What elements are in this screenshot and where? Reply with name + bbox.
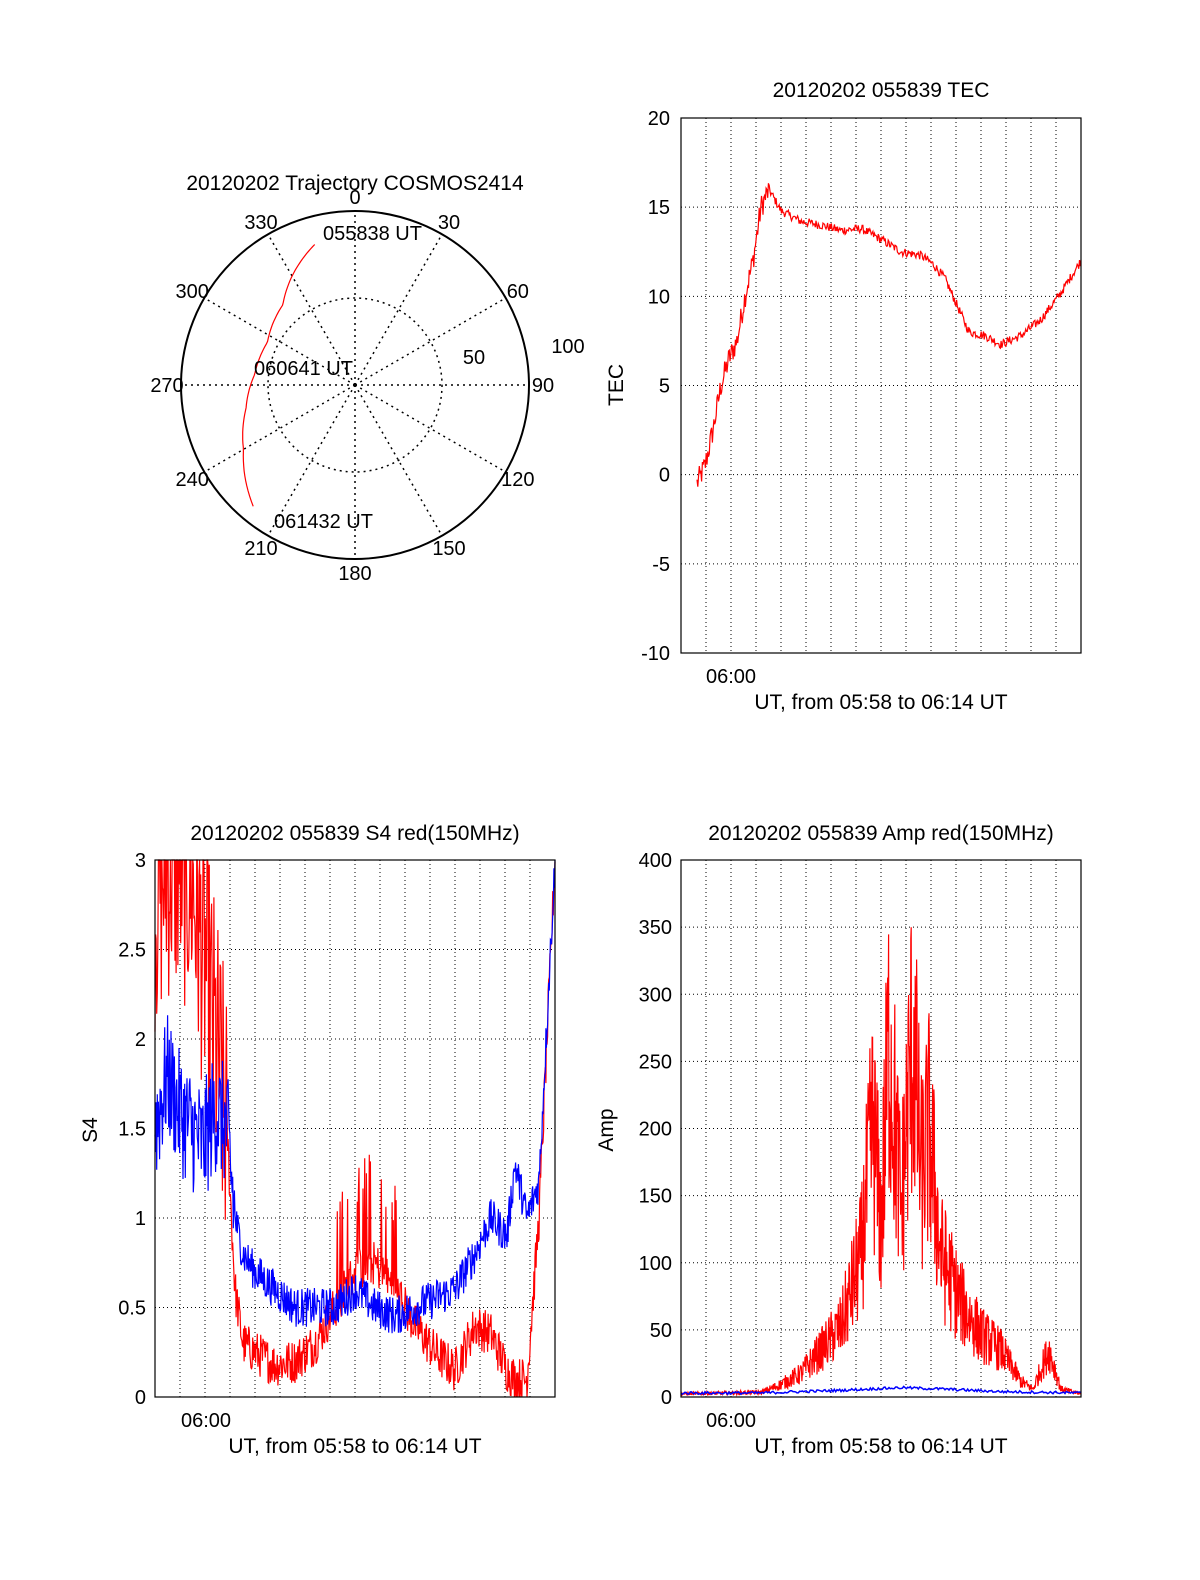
y-tick-label: 10 — [648, 286, 670, 308]
y-tick-label: 1 — [135, 1208, 146, 1230]
y-tick-label: 5 — [659, 376, 670, 398]
s4-x-axis-label: UT, from 05:58 to 06:14 UT — [228, 1435, 481, 1458]
amp-plot-frame — [680, 859, 1082, 1398]
y-tick-label: 3 — [135, 850, 146, 872]
amp-x-tick-label: 06:00 — [706, 1410, 756, 1432]
s4-x-tick-label: 06:00 — [181, 1410, 231, 1432]
tec-y-tick-labels: -10 -5 0 5 10 15 20 — [641, 108, 670, 665]
amp-red-series-line — [680, 927, 1082, 1397]
polar-azimuth-label: 60 — [507, 281, 529, 303]
polar-spoke — [267, 233, 356, 386]
tec-x-tick-label: 06:00 — [706, 666, 756, 688]
y-tick-label: 100 — [639, 1253, 672, 1275]
tec-y-axis-label: TEC — [605, 364, 628, 406]
polar-grid — [180, 210, 530, 560]
polar-spoke — [203, 297, 356, 386]
polar-time-mid: 060641 UT — [254, 358, 353, 380]
polar-azimuth-label: 240 — [175, 469, 208, 491]
polar-azimuth-label: 120 — [501, 469, 534, 491]
y-tick-label: 0.5 — [118, 1298, 146, 1320]
y-tick-label: 20 — [648, 108, 670, 130]
y-tick-label: 200 — [639, 1119, 672, 1141]
amp-x-axis-label: UT, from 05:58 to 06:14 UT — [754, 1435, 1007, 1458]
polar-inner-ring — [267, 297, 443, 473]
y-tick-label: 350 — [639, 917, 672, 939]
polar-trajectory-line — [242, 244, 316, 507]
s4-plot-frame — [154, 859, 556, 1398]
tec-plot-frame — [680, 117, 1082, 654]
y-tick-label: 2 — [135, 1029, 146, 1051]
y-tick-label: 0 — [659, 465, 670, 487]
y-tick-label: 150 — [639, 1186, 672, 1208]
s4-chart: 20120202 055839 S4 red(150MHz) 0 0.5 1 1.5 2… — [79, 822, 556, 1458]
tec-title: 20120202 055839 TEC — [773, 79, 990, 102]
polar-azimuth-label: 210 — [244, 538, 277, 560]
polar-spoke — [354, 384, 443, 537]
polar-azimuth-label: 90 — [532, 375, 554, 397]
polar-azimuth-label: 300 — [175, 281, 208, 303]
y-tick-label: 0 — [135, 1387, 146, 1409]
amp-y-tick-labels: 0 50 100 150 200 250 300 350 400 — [639, 850, 672, 1409]
y-tick-label: 400 — [639, 850, 672, 872]
tec-series-line — [696, 183, 1082, 487]
amp-gridlines — [681, 860, 1081, 1397]
polar-trajectory-chart: 20120202 Trajectory COSMOS2414 0 30 60 90 12… — [150, 172, 584, 585]
polar-azimuth-label: 150 — [432, 538, 465, 560]
s4-y-tick-labels: 0 0.5 1 1.5 2 2.5 3 — [118, 850, 146, 1409]
y-tick-label: 15 — [648, 197, 670, 219]
amp-y-axis-label: Amp — [595, 1108, 618, 1151]
polar-azimuth-label: 330 — [244, 212, 277, 234]
polar-azimuth-label: 0 — [349, 187, 360, 209]
y-tick-label: 0 — [661, 1387, 672, 1409]
polar-radial-label-100: 100 — [551, 336, 584, 358]
polar-azimuth-label: 30 — [438, 212, 460, 234]
polar-outer-ring — [180, 210, 530, 560]
y-tick-label: 1.5 — [118, 1119, 146, 1141]
polar-azimuth-labels: 0 30 60 90 120 150 180 210 240 270 300 330 — [150, 187, 554, 585]
polar-azimuth-label: 270 — [150, 375, 183, 397]
polar-spoke — [354, 233, 443, 386]
s4-y-axis-label: S4 — [79, 1117, 102, 1143]
s4-blue-series-line — [154, 859, 556, 1334]
amp-blue-series-line — [680, 1385, 1082, 1396]
amp-title: 20120202 055839 Amp red(150MHz) — [708, 822, 1054, 845]
y-tick-label: 50 — [650, 1320, 672, 1342]
y-tick-label: -10 — [641, 643, 670, 665]
y-tick-label: -5 — [652, 554, 670, 576]
tec-x-axis-label: UT, from 05:58 to 06:14 UT — [754, 691, 1007, 714]
tec-gridlines — [681, 118, 1081, 653]
polar-time-start: 055838 UT — [323, 223, 422, 245]
polar-radial-label-50: 50 — [463, 347, 485, 369]
polar-time-end: 061432 UT — [274, 511, 373, 533]
y-tick-label: 2.5 — [118, 940, 146, 962]
s4-title: 20120202 055839 S4 red(150MHz) — [190, 822, 519, 845]
polar-spoke — [354, 384, 507, 473]
polar-spoke — [203, 384, 356, 473]
polar-spoke — [354, 297, 507, 386]
polar-title: 20120202 Trajectory COSMOS2414 — [186, 172, 524, 195]
y-tick-label: 300 — [639, 984, 672, 1006]
y-tick-label: 250 — [639, 1051, 672, 1073]
polar-azimuth-label: 180 — [338, 563, 371, 585]
polar-spoke — [267, 384, 356, 537]
amp-chart: 20120202 055839 Amp red(150MHz) 0 50 100 15… — [595, 822, 1082, 1458]
